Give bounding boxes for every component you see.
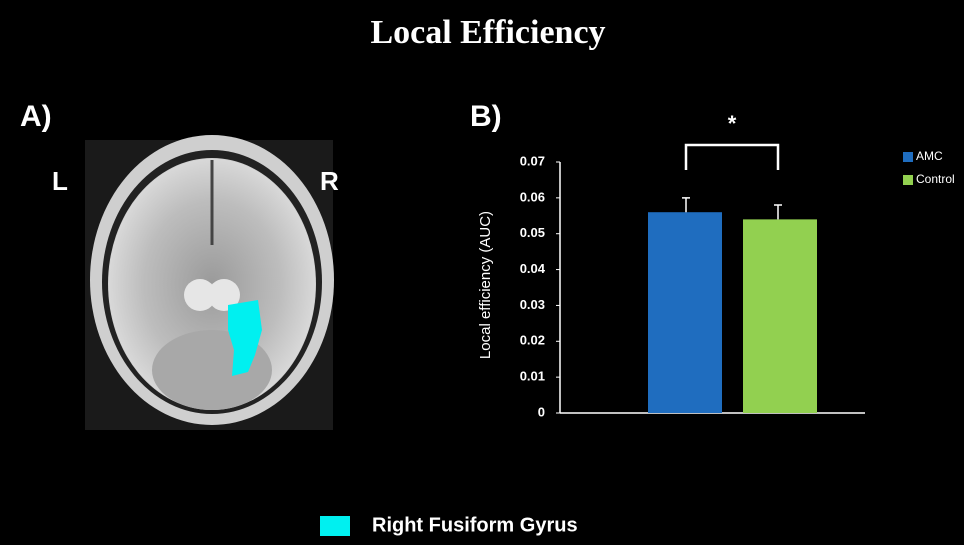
y-tick-label: 0.02 (520, 333, 545, 348)
hemisphere-label: R (320, 166, 339, 196)
legend-label: Right Fusiform Gyrus (372, 514, 578, 536)
y-tick-label: 0.01 (520, 369, 545, 384)
y-tick-label: 0.05 (520, 225, 545, 240)
brain-image (85, 135, 334, 430)
hemisphere-label: L (52, 166, 68, 196)
y-tick-label: 0.06 (520, 189, 545, 204)
significance-label: * (728, 111, 737, 136)
y-axis-label: Local efficiency (AUC) (477, 211, 494, 359)
y-tick-label: 0 (538, 404, 545, 419)
legend-label: AMC (916, 149, 943, 163)
y-tick-label: 0.07 (520, 153, 545, 168)
legend-label: Control (916, 172, 955, 186)
panel-label: B) (470, 100, 502, 133)
y-tick-label: 0.04 (520, 261, 546, 276)
legend-swatch (903, 152, 913, 162)
figure-title: Local Efficiency (370, 14, 605, 51)
legend-swatch (903, 175, 913, 185)
y-tick-label: 0.03 (520, 297, 545, 312)
legend-swatch (320, 516, 350, 536)
panel-label: A) (20, 100, 52, 133)
bar (648, 212, 722, 413)
bar (743, 219, 817, 413)
figure: Local Efficiency A) B) L R Right Fusifor… (0, 0, 964, 545)
